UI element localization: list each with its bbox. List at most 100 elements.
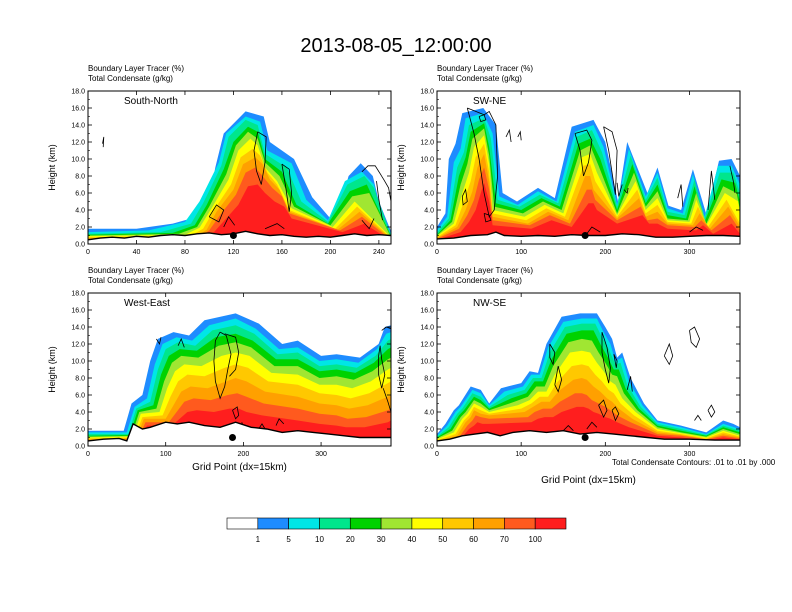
- y-tick-label: 2.0: [424, 427, 434, 434]
- condensate-contour: [483, 213, 492, 223]
- x-tick-label: 100: [515, 451, 527, 458]
- colorbar-label: 1: [256, 535, 261, 544]
- condensate-contour: [361, 165, 391, 202]
- condensate-contour: [382, 388, 391, 413]
- y-tick-label: 4.0: [424, 410, 434, 417]
- colorbar-label: 60: [469, 535, 478, 544]
- panel-subtitle-condensate: Total Condensate (g/kg): [437, 74, 522, 83]
- condensate-contour: [281, 163, 293, 212]
- y-tick-label: 10.0: [420, 157, 434, 164]
- location-marker: [229, 232, 237, 239]
- y-tick-label: 12.0: [420, 140, 434, 147]
- y-tick-label: 6.0: [424, 393, 434, 400]
- y-tick-label: 10.0: [71, 157, 85, 164]
- condensate-contour: [478, 114, 487, 123]
- tracer-fill-level-10: [88, 184, 391, 244]
- y-tick-label: 2.0: [424, 225, 434, 232]
- colorbar-swatch: [319, 517, 351, 530]
- x-tick-label: 200: [325, 249, 337, 256]
- condensate-contour: [689, 326, 701, 349]
- colorbar-label: 20: [346, 535, 355, 544]
- condensate-contour: [603, 126, 618, 195]
- figure-title: 2013-08-05_12:00:00: [300, 35, 491, 57]
- tracer-fill-level-10: [437, 182, 740, 244]
- y-tick-label: 18.0: [420, 291, 434, 298]
- terrain-mask: [88, 231, 391, 244]
- condensate-contour: [689, 226, 704, 233]
- y-tick-label: 2.0: [75, 427, 85, 434]
- y-tick-label: 16.0: [71, 308, 85, 315]
- colorbar-label: 40: [407, 535, 416, 544]
- y-tick-label: 12.0: [71, 140, 85, 147]
- x-tick-label: 200: [599, 451, 611, 458]
- x-tick-label: 300: [315, 451, 327, 458]
- condensate-contour: [601, 331, 611, 384]
- y-tick-label: 6.0: [75, 191, 85, 198]
- condensate-contour: [466, 107, 499, 218]
- condensate-contour: [213, 331, 232, 400]
- colorbar-swatch: [504, 517, 536, 530]
- terrain-line: [437, 429, 740, 442]
- plot-content: [88, 313, 391, 446]
- y-tick-label: 8.0: [424, 376, 434, 383]
- x-tick-label: 300: [684, 451, 696, 458]
- colorbar-label: 5: [286, 535, 291, 544]
- x-tick-label: 0: [435, 249, 439, 256]
- colorbar-swatch: [257, 517, 289, 530]
- panel-subtitle-tracer: Boundary Layer Tracer (%): [88, 266, 184, 275]
- x-axis-label: Grid Point (dx=15km): [192, 462, 287, 473]
- y-tick-label: 0.0: [75, 242, 85, 249]
- x-tick-label: 100: [515, 249, 527, 256]
- y-tick-label: 14.0: [71, 325, 85, 332]
- condensate-contour: [616, 182, 623, 197]
- condensate-contour: [253, 131, 267, 185]
- terrain-line: [437, 231, 740, 240]
- colorbar-label: 30: [377, 535, 386, 544]
- panel-top-right: 0.0 2.0 4.0 6.0 8.0 10.0 12.0 14.0 16.0 18.0 0 100 2…: [396, 64, 741, 256]
- x-axis-label: Grid Point (dx=15km): [541, 475, 636, 486]
- colorbar-swatch: [349, 517, 382, 530]
- y-tick-label: 14.0: [420, 123, 434, 130]
- condensate-contour: [574, 129, 593, 177]
- condensate-contour: [626, 376, 633, 392]
- condensate-contour: [694, 414, 702, 421]
- y-axis-label: Height (km): [396, 346, 406, 393]
- condensate-contour: [611, 406, 620, 422]
- terrain-mask: [437, 232, 740, 244]
- y-tick-label: 12.0: [71, 342, 85, 349]
- location-marker: [229, 434, 237, 441]
- colorbar-swatch: [534, 517, 567, 530]
- condensate-contour: [663, 342, 674, 366]
- y-tick-label: 14.0: [420, 325, 434, 332]
- colorbar-swatch: [442, 517, 474, 530]
- panel-subtitle-condensate: Total Condensate (g/kg): [437, 276, 522, 285]
- x-tick-label: 240: [373, 249, 385, 256]
- y-tick-label: 8.0: [75, 174, 85, 181]
- plot-content: [437, 107, 740, 244]
- condensate-contour: [613, 354, 618, 368]
- y-tick-label: 4.0: [75, 208, 85, 215]
- condensate-contour: [623, 187, 629, 194]
- panel-label: NW-SE: [473, 298, 506, 309]
- panel-top-left: 0.0 2.0 4.0 6.0 8.0 10.0 12.0 14.0 16.0 18.0 0 40 80…: [47, 64, 392, 256]
- y-tick-label: 2.0: [75, 225, 85, 232]
- y-tick-label: 16.0: [71, 106, 85, 113]
- x-tick-label: 40: [133, 249, 141, 256]
- y-tick-label: 16.0: [420, 106, 434, 113]
- condensate-contour: [275, 418, 285, 426]
- terrain-mask: [88, 422, 391, 446]
- x-tick-label: 100: [160, 451, 172, 458]
- y-tick-label: 18.0: [71, 291, 85, 298]
- location-marker: [581, 232, 589, 239]
- x-tick-label: 200: [599, 249, 611, 256]
- condensate-contour: [381, 326, 391, 331]
- panel-label: South-North: [124, 96, 178, 107]
- colorbar-swatch: [380, 517, 413, 530]
- y-tick-label: 0.0: [424, 242, 434, 249]
- colorbar-label: 100: [529, 535, 543, 544]
- panel-subtitle-condensate: Total Condensate (g/kg): [88, 74, 173, 83]
- y-tick-label: 6.0: [75, 393, 85, 400]
- y-tick-label: 8.0: [424, 174, 434, 181]
- x-tick-label: 300: [684, 249, 696, 256]
